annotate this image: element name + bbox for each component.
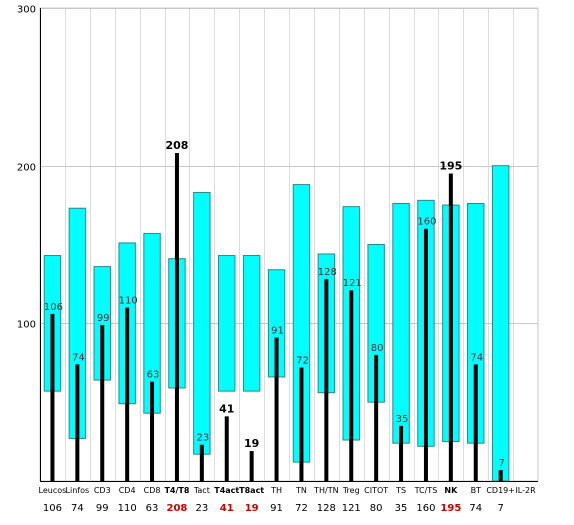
bar-value-label: 41	[219, 402, 234, 415]
value-bar	[423, 228, 428, 481]
bottom-value-label: 91	[270, 503, 283, 514]
bottom-value-label: 23	[195, 503, 208, 514]
value-bar	[125, 307, 130, 481]
x-tick-label: CD19+	[486, 486, 515, 495]
value-bar	[473, 364, 478, 481]
grid-layer	[40, 8, 538, 481]
bar-value-label: 35	[396, 414, 409, 425]
y-tick-label: 100	[17, 320, 36, 331]
value-bar	[174, 153, 179, 481]
reference-range-box	[491, 165, 510, 482]
bottom-value-label: 35	[395, 503, 408, 514]
x-tick-label: Linfos	[66, 486, 90, 495]
bottom-value-label: 19	[245, 503, 259, 514]
x-tick-label: TH	[270, 486, 282, 495]
value-bar	[150, 381, 155, 481]
value-bar	[324, 279, 329, 481]
value-bar	[399, 425, 404, 481]
bar-value-label: 63	[147, 370, 160, 381]
bottom-value-label: 41	[220, 503, 234, 514]
value-bar	[349, 290, 354, 481]
bar-value-label: 80	[371, 343, 384, 354]
x-tick-label: T8act	[239, 486, 264, 495]
value-bar	[299, 367, 304, 481]
y-tick-label: 200	[17, 163, 36, 174]
bottom-value-label: 63	[146, 503, 159, 514]
reference-range-box	[218, 255, 236, 392]
value-bar	[199, 444, 204, 481]
reference-range-box	[392, 203, 410, 444]
x-tick-label: TS	[395, 486, 406, 495]
x-tick-label: T4/T8	[164, 486, 189, 495]
bottom-value-label: 208	[167, 503, 188, 514]
reference-range-box	[242, 255, 261, 392]
value-bar	[374, 354, 379, 481]
value-bar	[75, 364, 80, 481]
bar-value-label: 7	[498, 458, 504, 469]
bar-value-label: 195	[439, 160, 462, 173]
x-tick-label: TN	[295, 486, 307, 495]
bar-value-label: 74	[470, 352, 483, 363]
bottom-value-label: 195	[440, 503, 461, 514]
bar-value-label: 128	[318, 267, 337, 278]
x-tick-label: CITOT	[364, 486, 388, 495]
x-tick-label: TH/TN	[313, 486, 338, 495]
value-bars	[50, 153, 503, 482]
bottom-value-label: 74	[71, 503, 84, 514]
bar-value-label: 99	[97, 313, 110, 324]
bottom-value-label: 110	[118, 503, 137, 514]
x-tick-label: CD4	[119, 486, 136, 495]
bottom-value-label: 160	[416, 503, 435, 514]
value-bar	[249, 451, 254, 481]
bar-value-label: 106	[44, 302, 63, 313]
x-tick-label: BT	[471, 486, 481, 495]
bar-value-label: 121	[343, 278, 362, 289]
value-bar	[274, 337, 279, 481]
bottom-value-label: 106	[43, 503, 62, 514]
bar-value-label: 19	[244, 437, 259, 450]
bottom-value-label: 7	[497, 503, 503, 514]
bar-value-label: 72	[296, 355, 309, 366]
x-tick-label: TC/TS	[414, 486, 438, 495]
bar-value-label: 91	[271, 326, 284, 337]
bottom-value-label: 74	[469, 503, 482, 514]
bar-value-label: 74	[72, 352, 85, 363]
bottom-value-label: 128	[317, 503, 336, 514]
bar-value-label: 23	[196, 433, 209, 444]
x-tick-label: Tact	[193, 486, 210, 495]
value-bar	[224, 416, 229, 481]
y-tick-label: 300	[17, 5, 36, 16]
value-bar	[50, 313, 55, 481]
value-bar	[100, 324, 105, 481]
bar-value-label: 110	[119, 296, 138, 307]
bar-labels: 106 74 99 110 63 208 23 41 19 91 72 128 121 80 35 160 19…	[44, 139, 505, 469]
x-tick-label: Leucos	[39, 486, 67, 495]
x-tick-labels: Leucos Linfos CD3 CD4 CD8 T4/T8 Tact T4act T8act…	[39, 486, 537, 495]
axes: 100 200 300	[17, 5, 538, 482]
x-tick-label: T4act	[214, 486, 239, 495]
x-tick-label: CD8	[144, 486, 161, 495]
value-bar	[498, 469, 503, 481]
x-tick-label: CD3	[94, 486, 111, 495]
x-tick-label: Treg	[342, 486, 360, 495]
value-bar	[448, 173, 453, 482]
bar-value-label: 208	[165, 139, 188, 152]
x-tick-label: NK	[444, 486, 458, 495]
bottom-values: 106 74 99 110 63 208 23 41 19 91 72 128 121 80 35 160 19…	[43, 503, 504, 514]
bottom-value-label: 121	[342, 503, 361, 514]
bottom-value-label: 72	[295, 503, 308, 514]
bottom-value-label: 80	[370, 503, 383, 514]
bar-value-label: 160	[417, 217, 436, 228]
x-tick-label: IL-2R	[515, 486, 536, 495]
bottom-value-label: 99	[96, 503, 109, 514]
reference-range-box	[193, 191, 211, 455]
